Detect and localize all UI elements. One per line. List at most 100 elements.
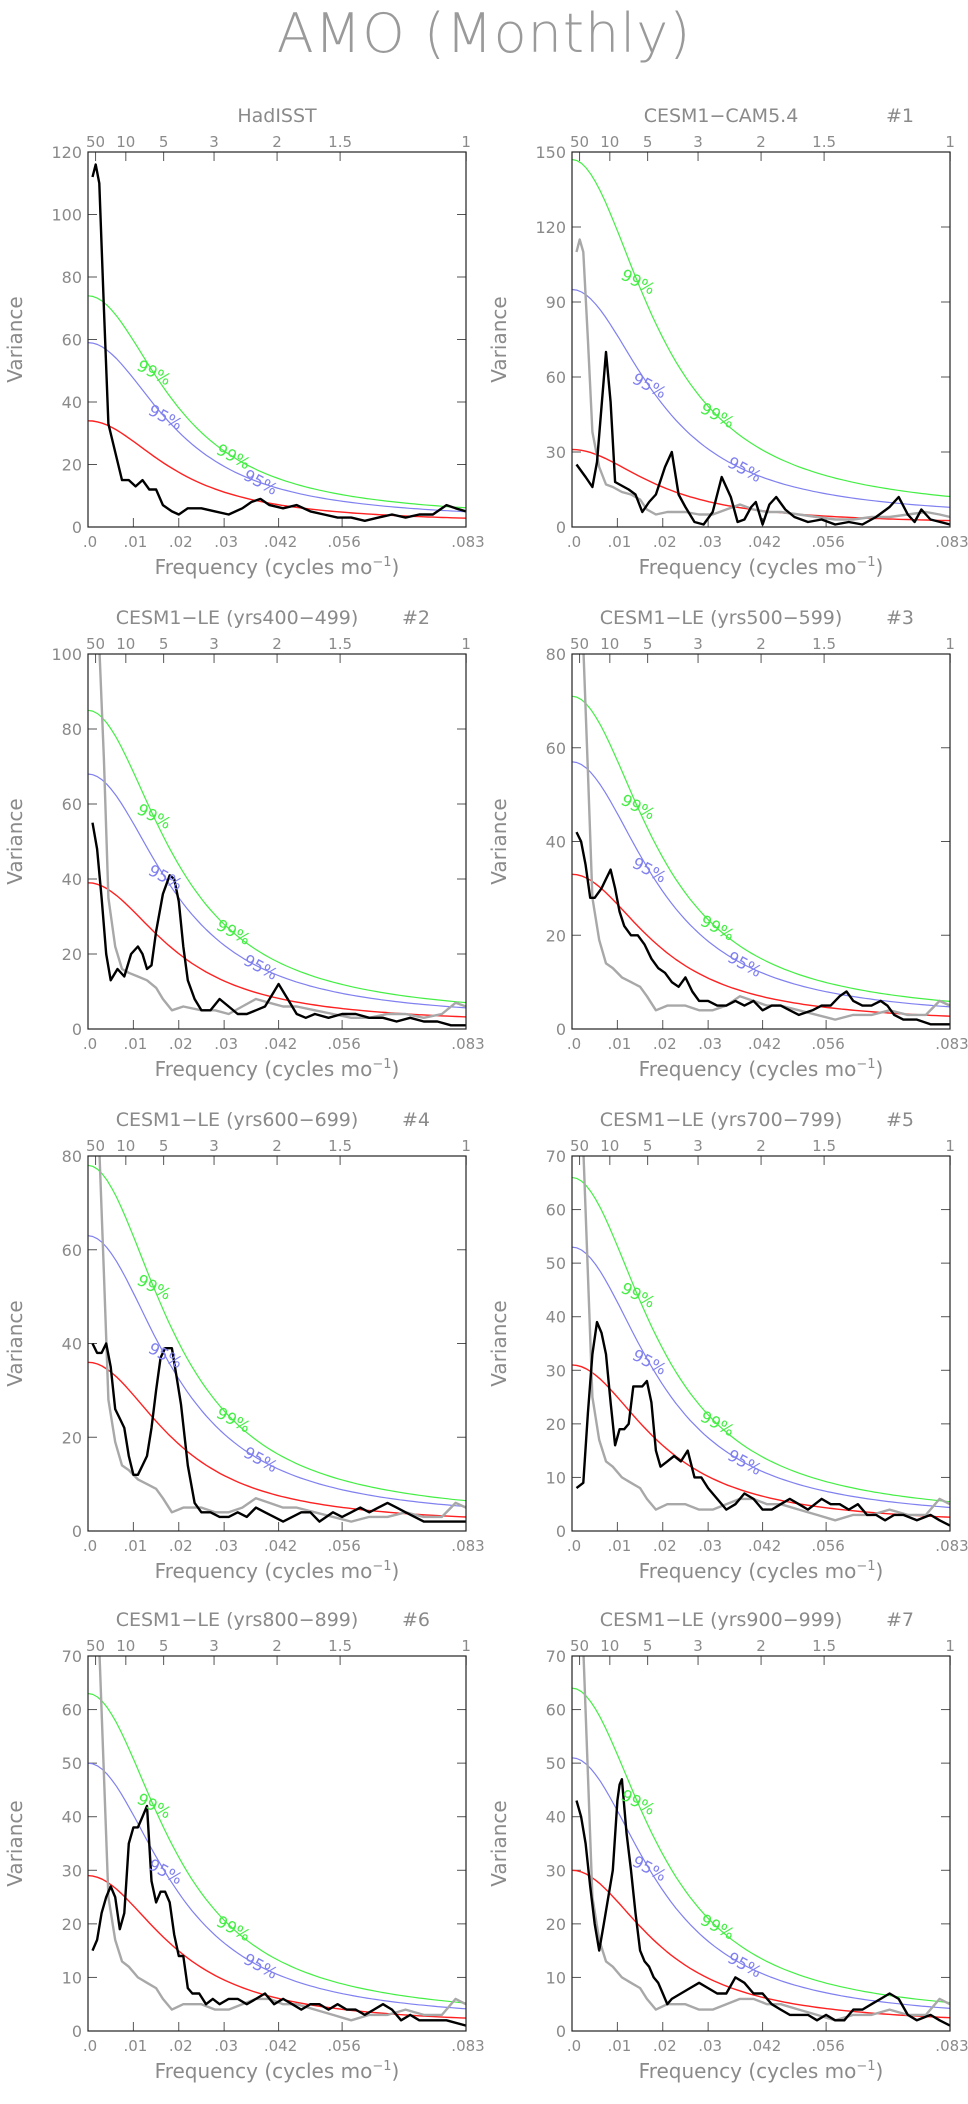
y-tick-label: 120	[535, 218, 566, 237]
y-tick-label: 120	[51, 143, 82, 162]
period-tick-label: 1	[945, 1637, 955, 1655]
x-tick-label: .03	[214, 533, 238, 551]
panel-title: CESM1−LE (yrs500−599)	[600, 607, 843, 629]
period-tick-label: 5	[643, 635, 653, 653]
ci95-line	[88, 342, 466, 513]
x-tick-label: .02	[169, 1035, 193, 1053]
y-tick-label: 0	[556, 2022, 566, 2041]
ci99-label-2: 99%	[697, 1407, 737, 1440]
y-tick-label: 30	[546, 1861, 566, 1880]
y-tick-label: 20	[62, 945, 82, 964]
period-tick-label: 1.5	[812, 1137, 836, 1155]
period-tick-label: 50	[570, 1637, 589, 1655]
plot-frame	[571, 1155, 951, 1532]
panel-tag: #1	[886, 105, 914, 127]
ci99-line	[572, 1176, 950, 1503]
ci95-line	[572, 288, 950, 508]
x-tick-label: .083	[451, 1537, 484, 1555]
ci95-label-2: 95%	[725, 453, 765, 486]
ci95-line	[572, 1246, 950, 1509]
x-axis-label: Frequency (cycles mo−1)	[155, 1559, 400, 1583]
x-tick-label: .083	[451, 533, 484, 551]
x-tick-label: .01	[607, 533, 631, 551]
panel-title: CESM1−CAM5.4	[644, 105, 799, 127]
y-axis-label: Variance	[3, 798, 27, 884]
y-tick-label: 0	[72, 1020, 82, 1039]
red-noise-line	[572, 873, 950, 1017]
panel-title: CESM1−LE (yrs700−799)	[600, 1109, 843, 1131]
ci95-line	[572, 1757, 950, 2009]
y-tick-label: 80	[62, 268, 82, 287]
period-tick-label: 1	[461, 1637, 471, 1655]
x-axis-label: Frequency (cycles mo−1)	[639, 2059, 884, 2083]
x-tick-label: .0	[567, 1537, 581, 1555]
period-tick-label: 2	[756, 1137, 766, 1155]
panel-4: CESM1−LE (yrs500−599) #3 50 10 5 3 2 1.5 1 0 20 40 6…	[484, 602, 968, 1102]
observed-spectrum-line	[92, 1656, 466, 2022]
y-tick-label: 60	[62, 331, 82, 350]
x-tick-label: .042	[264, 533, 297, 551]
y-tick-label: 100	[51, 206, 82, 225]
y-tick-label: 100	[51, 645, 82, 664]
panel-tag: #2	[402, 607, 430, 629]
x-axis-label: Frequency (cycles mo−1)	[639, 1559, 884, 1583]
x-tick-label: .01	[123, 1035, 147, 1053]
chart-2: CESM1−CAM5.4 #150 10 5 3 2 1.5 10306090120150.0…	[487, 105, 968, 579]
period-tick-label: 3	[693, 1137, 703, 1155]
y-tick-label: 50	[62, 1754, 82, 1773]
x-tick-label: .042	[264, 1035, 297, 1053]
plot-frame	[571, 1655, 951, 2032]
y-axis-label: Variance	[487, 296, 511, 382]
x-tick-label: .03	[698, 2037, 722, 2055]
chart-8: CESM1−LE (yrs900−999) #750 10 5 3 2 1.5 1010203…	[487, 1609, 968, 2083]
y-tick-label: 60	[546, 739, 566, 758]
panel-tag: #4	[402, 1109, 430, 1131]
plot-frame	[87, 1655, 467, 2032]
ci95-label-2: 95%	[725, 1948, 765, 1981]
plot-area	[572, 1656, 950, 2027]
period-tick-label: 3	[209, 1637, 219, 1655]
period-tick-label: 5	[159, 635, 169, 653]
x-tick-label: .042	[748, 533, 781, 551]
plot-frame	[571, 151, 951, 528]
ci99-label: 99%	[134, 1270, 174, 1303]
ci99-label: 99%	[618, 790, 658, 823]
x-tick-label: .056	[327, 1035, 360, 1053]
period-tick-label: 10	[116, 1137, 135, 1155]
ci99-line	[88, 709, 466, 1004]
panel-5: CESM1−LE (yrs600−699) #4 50 10 5 3 2 1.5 1 0 20 40 6…	[0, 1104, 485, 1604]
ci99-label: 99%	[134, 356, 174, 389]
y-tick-label: 10	[546, 1468, 566, 1487]
panel-title: CESM1−LE (yrs800−899)	[116, 1609, 359, 1631]
x-tick-label: .056	[811, 1035, 844, 1053]
period-tick-label: 2	[272, 1637, 282, 1655]
y-axis-label: Variance	[3, 1300, 27, 1386]
panel-3: CESM1−LE (yrs400−499) #2 50 10 5 3 2 1.5 1 0 20 40 6…	[0, 602, 485, 1102]
x-tick-label: .042	[264, 1537, 297, 1555]
period-tick-label: 3	[209, 1137, 219, 1155]
y-axis-label: Variance	[3, 1800, 27, 1886]
y-tick-label: 0	[72, 2022, 82, 2041]
x-tick-label: .02	[169, 1537, 193, 1555]
y-tick-label: 70	[546, 1647, 566, 1666]
y-tick-label: 0	[72, 518, 82, 537]
ci99-line	[572, 158, 950, 498]
ci95-label-2: 95%	[241, 1443, 281, 1476]
x-tick-label: .03	[698, 533, 722, 551]
period-tick-label: 10	[600, 1137, 619, 1155]
red-noise-line	[88, 1874, 466, 2019]
ci99-line	[572, 695, 950, 1002]
period-tick-label: 10	[600, 635, 619, 653]
period-tick-label: 1.5	[328, 1637, 352, 1655]
period-tick-label: 50	[86, 1637, 105, 1655]
y-tick-label: 60	[62, 1241, 82, 1260]
x-tick-label: .03	[698, 1035, 722, 1053]
y-tick-label: 60	[62, 795, 82, 814]
y-tick-label: 20	[62, 456, 82, 475]
ci95-label-2: 95%	[241, 465, 281, 498]
period-tick-label: 5	[643, 133, 653, 151]
panel-tag: #5	[886, 1109, 914, 1131]
chart-7: CESM1−LE (yrs800−899) #650 10 5 3 2 1.5 1010203…	[3, 1609, 485, 2083]
x-tick-label: .01	[123, 1537, 147, 1555]
